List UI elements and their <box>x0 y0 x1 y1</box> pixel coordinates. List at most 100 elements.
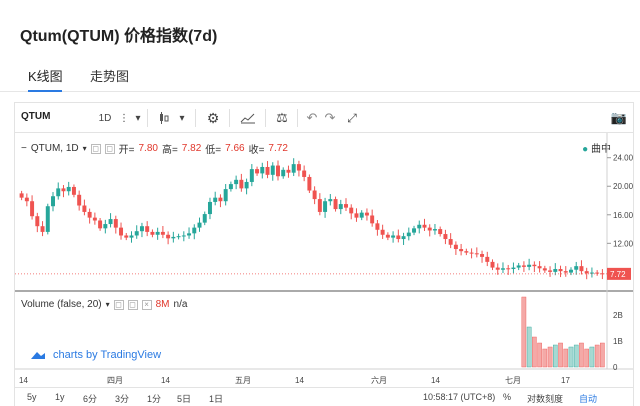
chevron-down-icon[interactable]: ▾ <box>82 144 87 153</box>
collapse-icon[interactable]: − <box>21 143 27 154</box>
candle-body <box>443 234 448 240</box>
undo-icon[interactable]: ↶ <box>306 110 318 125</box>
close-icon[interactable]: × <box>141 299 152 310</box>
time-tick-label: 14 <box>19 376 28 385</box>
interval-select[interactable]: 1D <box>98 112 112 124</box>
volume-tick-label: 1B <box>613 337 623 346</box>
candle-body <box>448 239 453 245</box>
candle-body <box>98 220 103 229</box>
tradingview-brand[interactable]: charts by TradingView <box>29 349 161 361</box>
toolbar-divider <box>265 109 266 127</box>
tab-trend[interactable]: 走势图 <box>90 69 130 84</box>
volume-bar <box>594 344 600 368</box>
volume-bar <box>553 344 558 368</box>
range-3m[interactable]: 3分 <box>115 394 130 404</box>
more-dots-icon[interactable]: ⋮ <box>119 112 129 124</box>
volume-bar <box>547 346 553 368</box>
percent-toggle[interactable]: % <box>503 392 512 402</box>
range-1m[interactable]: 1分 <box>147 394 162 404</box>
volume-tick-label: 0 <box>613 363 618 372</box>
volume-legend: Volume (false, 20) ▾ ◻ ◻ × 8M n/a <box>21 299 187 310</box>
candle-body <box>412 228 417 233</box>
candle-body <box>207 201 212 215</box>
settings-icon[interactable]: ◻ <box>127 299 138 310</box>
candle-body <box>600 273 605 275</box>
volume-bar <box>542 348 548 368</box>
last-price-label: 7.72 <box>610 270 626 279</box>
candle-body <box>417 224 422 229</box>
camera-icon[interactable]: 📷 <box>610 110 628 125</box>
settings-icon[interactable]: ◻ <box>104 143 115 154</box>
candle-body <box>349 207 354 214</box>
auto-scale-toggle[interactable]: 自动 <box>579 394 598 404</box>
candle-body <box>312 190 317 200</box>
low-label: 低= <box>205 145 222 156</box>
chevron-down-icon[interactable]: ▾ <box>105 300 110 309</box>
range-6m[interactable]: 6分 <box>83 394 98 404</box>
candle-body <box>516 265 521 268</box>
candles-icon[interactable] <box>157 109 171 127</box>
candle-body <box>385 234 390 238</box>
volume-bar <box>532 336 537 368</box>
chevron-down-icon[interactable]: ▾ <box>179 112 185 124</box>
chart-canvas[interactable]: 24.00 20.00 16.00 12.00 7.72 2B 1B 0 14 四月 14 五月 14 六… <box>15 103 633 387</box>
close-value: 7.72 <box>268 143 288 154</box>
range-5y[interactable]: 5y <box>27 392 37 402</box>
range-1d[interactable]: 1日 <box>209 394 224 404</box>
candle-body <box>364 212 369 216</box>
time-tick-label: 四月 <box>107 376 123 385</box>
candle-body <box>218 197 223 202</box>
candle-body <box>291 164 296 173</box>
time-tick-label: 七月 <box>505 376 521 385</box>
price-tick-label: 12.00 <box>613 239 633 248</box>
candle-body <box>160 231 165 235</box>
candle-body <box>129 235 134 238</box>
candle-body <box>92 217 97 221</box>
bottom-toolbar: 5y 1y 6分 3分 1分 5日 1日 10:58:17 (UTC+8) % … <box>15 387 633 406</box>
eye-icon[interactable]: ◻ <box>90 143 101 154</box>
settings-icon[interactable]: ⚙ <box>206 109 220 126</box>
fullscreen-icon[interactable]: ⤢ <box>347 110 357 125</box>
compare-icon[interactable]: ⚖ <box>276 110 288 125</box>
series-toggle[interactable]: ● 曲中 <box>582 140 611 155</box>
candle-body <box>181 235 186 237</box>
candle-body <box>579 266 584 272</box>
candle-body <box>391 235 396 238</box>
candle-body <box>548 270 553 272</box>
indicators-icon[interactable] <box>239 109 257 127</box>
candle-body <box>145 226 150 232</box>
eye-icon[interactable]: ◻ <box>113 299 124 310</box>
candle-body <box>589 272 594 274</box>
candle-body <box>176 236 181 238</box>
candle-body <box>380 229 385 235</box>
redo-icon[interactable]: ↷ <box>324 110 336 125</box>
volume-bar <box>526 326 532 368</box>
volume-bar <box>521 296 527 368</box>
symbol-search[interactable]: QTUM <box>21 111 51 122</box>
candle-body <box>406 232 411 237</box>
candle-body <box>338 204 343 210</box>
candle-body <box>187 233 192 236</box>
price-legend: − QTUM, 1D ▾ ◻ ◻ 开= 7.80 高= 7.82 低= 7.66 收=… <box>21 141 288 156</box>
toolbar-divider <box>297 109 298 127</box>
candle-body <box>51 196 55 207</box>
series-toggle-label: 曲中 <box>591 144 611 155</box>
candle-body <box>323 201 328 212</box>
candle-body <box>124 235 129 238</box>
candle-body <box>553 269 558 272</box>
candle-body <box>77 194 82 206</box>
candle-body <box>328 199 333 202</box>
log-scale-toggle[interactable]: 对数刻度 <box>527 394 564 404</box>
candle-body <box>354 213 359 218</box>
candle-body <box>574 266 579 270</box>
candle-body <box>35 216 40 227</box>
brand-label: charts by TradingView <box>53 349 162 361</box>
tab-kline[interactable]: K线图 <box>28 69 63 84</box>
range-5d[interactable]: 5日 <box>177 394 192 404</box>
volume-bar <box>573 344 579 368</box>
chevron-down-icon[interactable]: ▾ <box>135 112 141 124</box>
candle-body <box>359 212 364 218</box>
candle-body <box>61 188 66 192</box>
toolbar-divider <box>229 109 230 127</box>
range-1y[interactable]: 1y <box>55 392 65 402</box>
